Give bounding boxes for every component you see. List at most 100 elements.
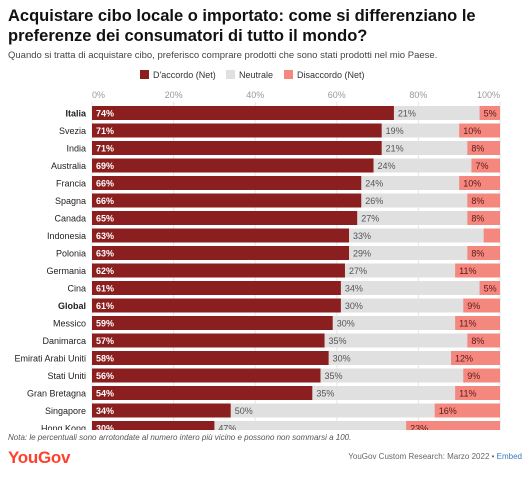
chart-title: Acquistare cibo locale o importato: come…	[8, 7, 476, 45]
bar-neutral	[340, 281, 500, 295]
bar-disagree	[455, 316, 500, 330]
source-line: YouGov Custom Research: Marzo 2022 • Emb…	[348, 452, 522, 461]
data-label-disagree: 8%	[471, 249, 484, 259]
bar-disagree	[455, 263, 500, 278]
bar-neutral	[349, 228, 500, 243]
category-label: India	[66, 144, 86, 154]
data-label-disagree: 7%	[475, 161, 488, 171]
data-label-disagree: 11%	[459, 389, 476, 399]
stacked-bar-chart: 0% 20% 40% 60% 80% 100% Italia 74% 21% 5% Svezia 71…	[14, 90, 501, 431]
x-tick-label: 100%	[477, 90, 500, 100]
bar-disagree	[479, 106, 500, 120]
category-label: Polonia	[56, 249, 86, 259]
data-label-disagree: 23%	[410, 424, 428, 431]
data-label-agree: 66%	[96, 179, 114, 189]
bar-disagree	[406, 421, 500, 430]
bar-agree	[92, 193, 362, 208]
legend-label-agree: D'accordo (Net)	[153, 70, 216, 80]
category-label: Spagna	[55, 196, 86, 206]
data-label-neutral: 30%	[345, 301, 363, 311]
category-label: Global	[58, 301, 86, 311]
data-label-disagree: 12%	[455, 354, 473, 364]
bar-agree	[92, 123, 382, 138]
bar-neutral	[324, 333, 500, 348]
data-label-disagree: 9%	[467, 371, 480, 381]
bar-agree	[92, 228, 350, 243]
legend: D'accordo (Net) Neutrale Disaccordo (Net…	[0, 70, 530, 84]
bar-agree	[92, 351, 329, 365]
data-label-neutral: 30%	[337, 319, 355, 329]
yougov-logo: YouGov	[8, 448, 71, 467]
source-text: YouGov Custom Research: Marzo 2022	[348, 452, 490, 461]
data-label-disagree: 5%	[484, 109, 497, 119]
bar-disagree	[467, 246, 500, 260]
data-label-agree: 74%	[96, 109, 114, 119]
legend-item-agree: D'accordo (Net)	[140, 70, 216, 80]
data-label-neutral: 35%	[316, 389, 334, 399]
data-label-agree: 56%	[96, 371, 114, 381]
data-label-neutral: 47%	[218, 424, 236, 431]
source-separator: •	[489, 452, 497, 461]
data-label-agree: 63%	[96, 231, 114, 241]
data-label-disagree: 16%	[439, 406, 457, 416]
category-label: Francia	[56, 179, 86, 189]
legend-label-disagree: Disaccordo (Net)	[297, 70, 365, 80]
data-label-agree: 65%	[96, 214, 114, 224]
x-tick-label: 20%	[165, 90, 183, 100]
bar-disagree	[455, 386, 500, 400]
category-label: Cina	[67, 284, 86, 294]
bar-agree	[92, 246, 350, 260]
bar-disagree	[451, 351, 500, 365]
data-label-neutral: 24%	[365, 179, 383, 189]
x-tick-label: 0%	[92, 90, 105, 100]
bar-agree	[92, 281, 341, 295]
data-label-disagree: 8%	[471, 214, 484, 224]
data-label-neutral: 34%	[345, 284, 363, 294]
data-label-neutral: 35%	[324, 371, 342, 381]
category-label: Australia	[51, 161, 86, 171]
bar-agree	[92, 403, 231, 418]
bar-neutral	[320, 368, 500, 383]
bar-disagree	[471, 158, 500, 173]
category-label: Canada	[54, 214, 86, 224]
data-label-neutral: 27%	[361, 214, 379, 224]
data-label-agree: 69%	[96, 161, 114, 171]
data-label-agree: 58%	[96, 354, 114, 364]
bar-agree	[92, 421, 215, 430]
data-label-agree: 30%	[96, 424, 114, 431]
bar-neutral	[230, 403, 500, 418]
bar-disagree	[459, 123, 500, 138]
bar-disagree	[463, 368, 500, 383]
bar-disagree	[463, 298, 500, 313]
bar-disagree	[467, 141, 500, 155]
category-label: Singapore	[45, 406, 86, 416]
data-label-neutral: 50%	[235, 406, 253, 416]
data-label-neutral: 35%	[329, 336, 347, 346]
bar-neutral	[357, 211, 500, 225]
bar-agree	[92, 176, 362, 190]
data-label-disagree: 8%	[471, 196, 484, 206]
bar-disagree	[479, 281, 500, 295]
category-label: Danimarca	[42, 336, 86, 346]
data-label-agree: 34%	[96, 406, 114, 416]
x-tick-label: 80%	[409, 90, 427, 100]
category-label: Germania	[46, 266, 86, 276]
bar-disagree	[467, 193, 500, 208]
legend-label-neutral: Neutrale	[239, 70, 274, 80]
data-label-disagree: 9%	[467, 301, 480, 311]
category-label: Emirati Arabi Uniti	[14, 354, 86, 364]
data-label-neutral: 26%	[365, 196, 383, 206]
data-label-agree: 63%	[96, 249, 114, 259]
bar-agree	[92, 368, 321, 383]
data-label-neutral: 27%	[349, 266, 367, 276]
data-label-agree: 61%	[96, 284, 114, 294]
data-label-neutral: 29%	[353, 249, 371, 259]
embed-link[interactable]: Embed	[496, 452, 522, 461]
data-label-disagree: 10%	[463, 179, 481, 189]
data-label-disagree: 5%	[484, 284, 497, 294]
data-label-neutral: 30%	[333, 354, 351, 364]
data-label-agree: 61%	[96, 301, 114, 311]
data-label-disagree: 11%	[459, 266, 476, 276]
data-label-agree: 71%	[96, 126, 114, 136]
bar-neutral	[340, 298, 500, 313]
